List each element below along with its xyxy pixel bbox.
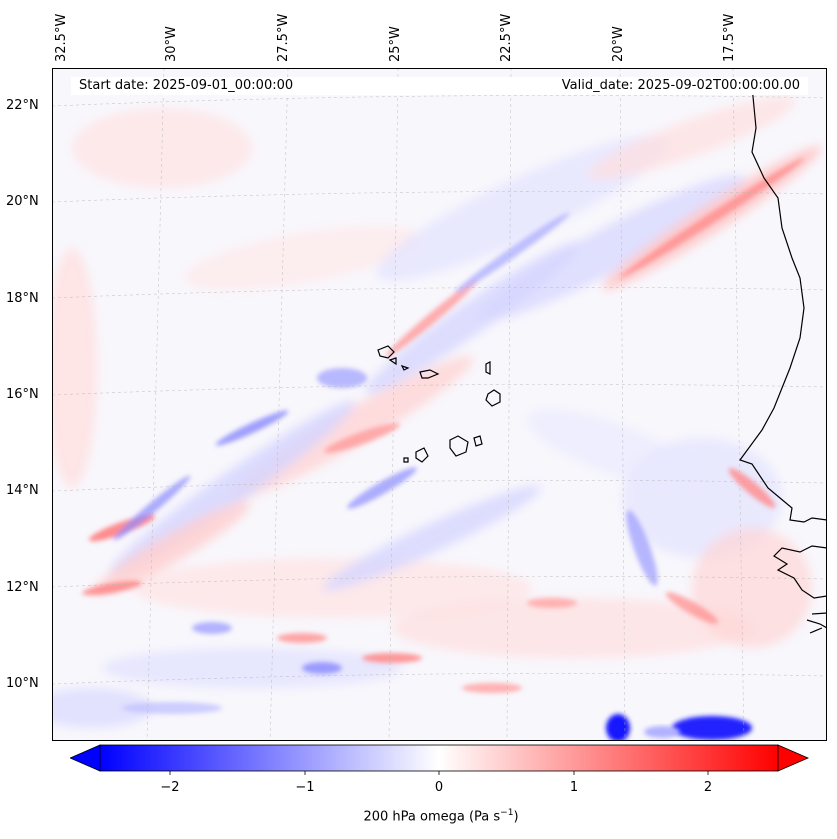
- lon-label-32.5w: 32.5°W: [54, 13, 69, 62]
- lat-label-14n: 14°N: [6, 483, 39, 498]
- coastline-africa: [739, 85, 827, 523]
- gridlines: [52, 68, 827, 741]
- colorbar-tick-2: 2: [703, 780, 713, 795]
- coastline-africa-south: [773, 545, 827, 634]
- lat-label-18n: 18°N: [6, 291, 39, 306]
- lon-label-30w: 30°W: [164, 26, 179, 62]
- colorbar-label-close: ): [513, 809, 519, 825]
- omega-map: [52, 68, 827, 741]
- start-date: Start date: 2025-09-01_00:00:00: [79, 78, 294, 93]
- lat-label-20n: 20°N: [6, 194, 39, 209]
- map-info-bar: Start date: 2025-09-01_00:00:00 Valid_da…: [71, 77, 808, 95]
- colorbar-ticks: [169, 771, 709, 775]
- omega-field-streaks: [82, 157, 805, 714]
- colorbar-extend-low: [70, 744, 101, 772]
- lat-label-22n: 22°N: [6, 98, 39, 113]
- lon-label-20w: 20°W: [611, 26, 626, 62]
- omega-strong-negative: [606, 714, 752, 741]
- lon-label-17.5w: 17.5°W: [722, 13, 737, 62]
- colorbar-extend-high: [777, 744, 810, 772]
- lat-label-16n: 16°N: [6, 387, 39, 402]
- omega-field-broad: [52, 96, 822, 728]
- lon-label-27.5w: 27.5°W: [276, 13, 291, 62]
- lon-label-22.5w: 22.5°W: [499, 13, 514, 62]
- lat-label-10n: 10°N: [6, 676, 39, 691]
- cape-verde-islands: [377, 345, 501, 463]
- colorbar-tick-0: 0: [434, 780, 444, 795]
- colorbar-label-text: 200 hPa omega (Pa s: [363, 809, 501, 825]
- colorbar-tick-minus1: −1: [295, 780, 315, 795]
- valid-date: Valid_date: 2025-09-02T00:00:00.00: [561, 78, 800, 93]
- lat-label-12n: 12°N: [6, 580, 39, 595]
- colorbar: [70, 744, 810, 775]
- lon-label-25w: 25°W: [388, 26, 403, 62]
- colorbar-tick-minus2: −2: [160, 780, 180, 795]
- colorbar-label-exponent: −1: [500, 808, 514, 818]
- colorbar-label: 200 hPa omega (Pa s−1): [363, 808, 518, 824]
- colorbar-body: [99, 744, 779, 772]
- colorbar-tick-1: 1: [569, 780, 579, 795]
